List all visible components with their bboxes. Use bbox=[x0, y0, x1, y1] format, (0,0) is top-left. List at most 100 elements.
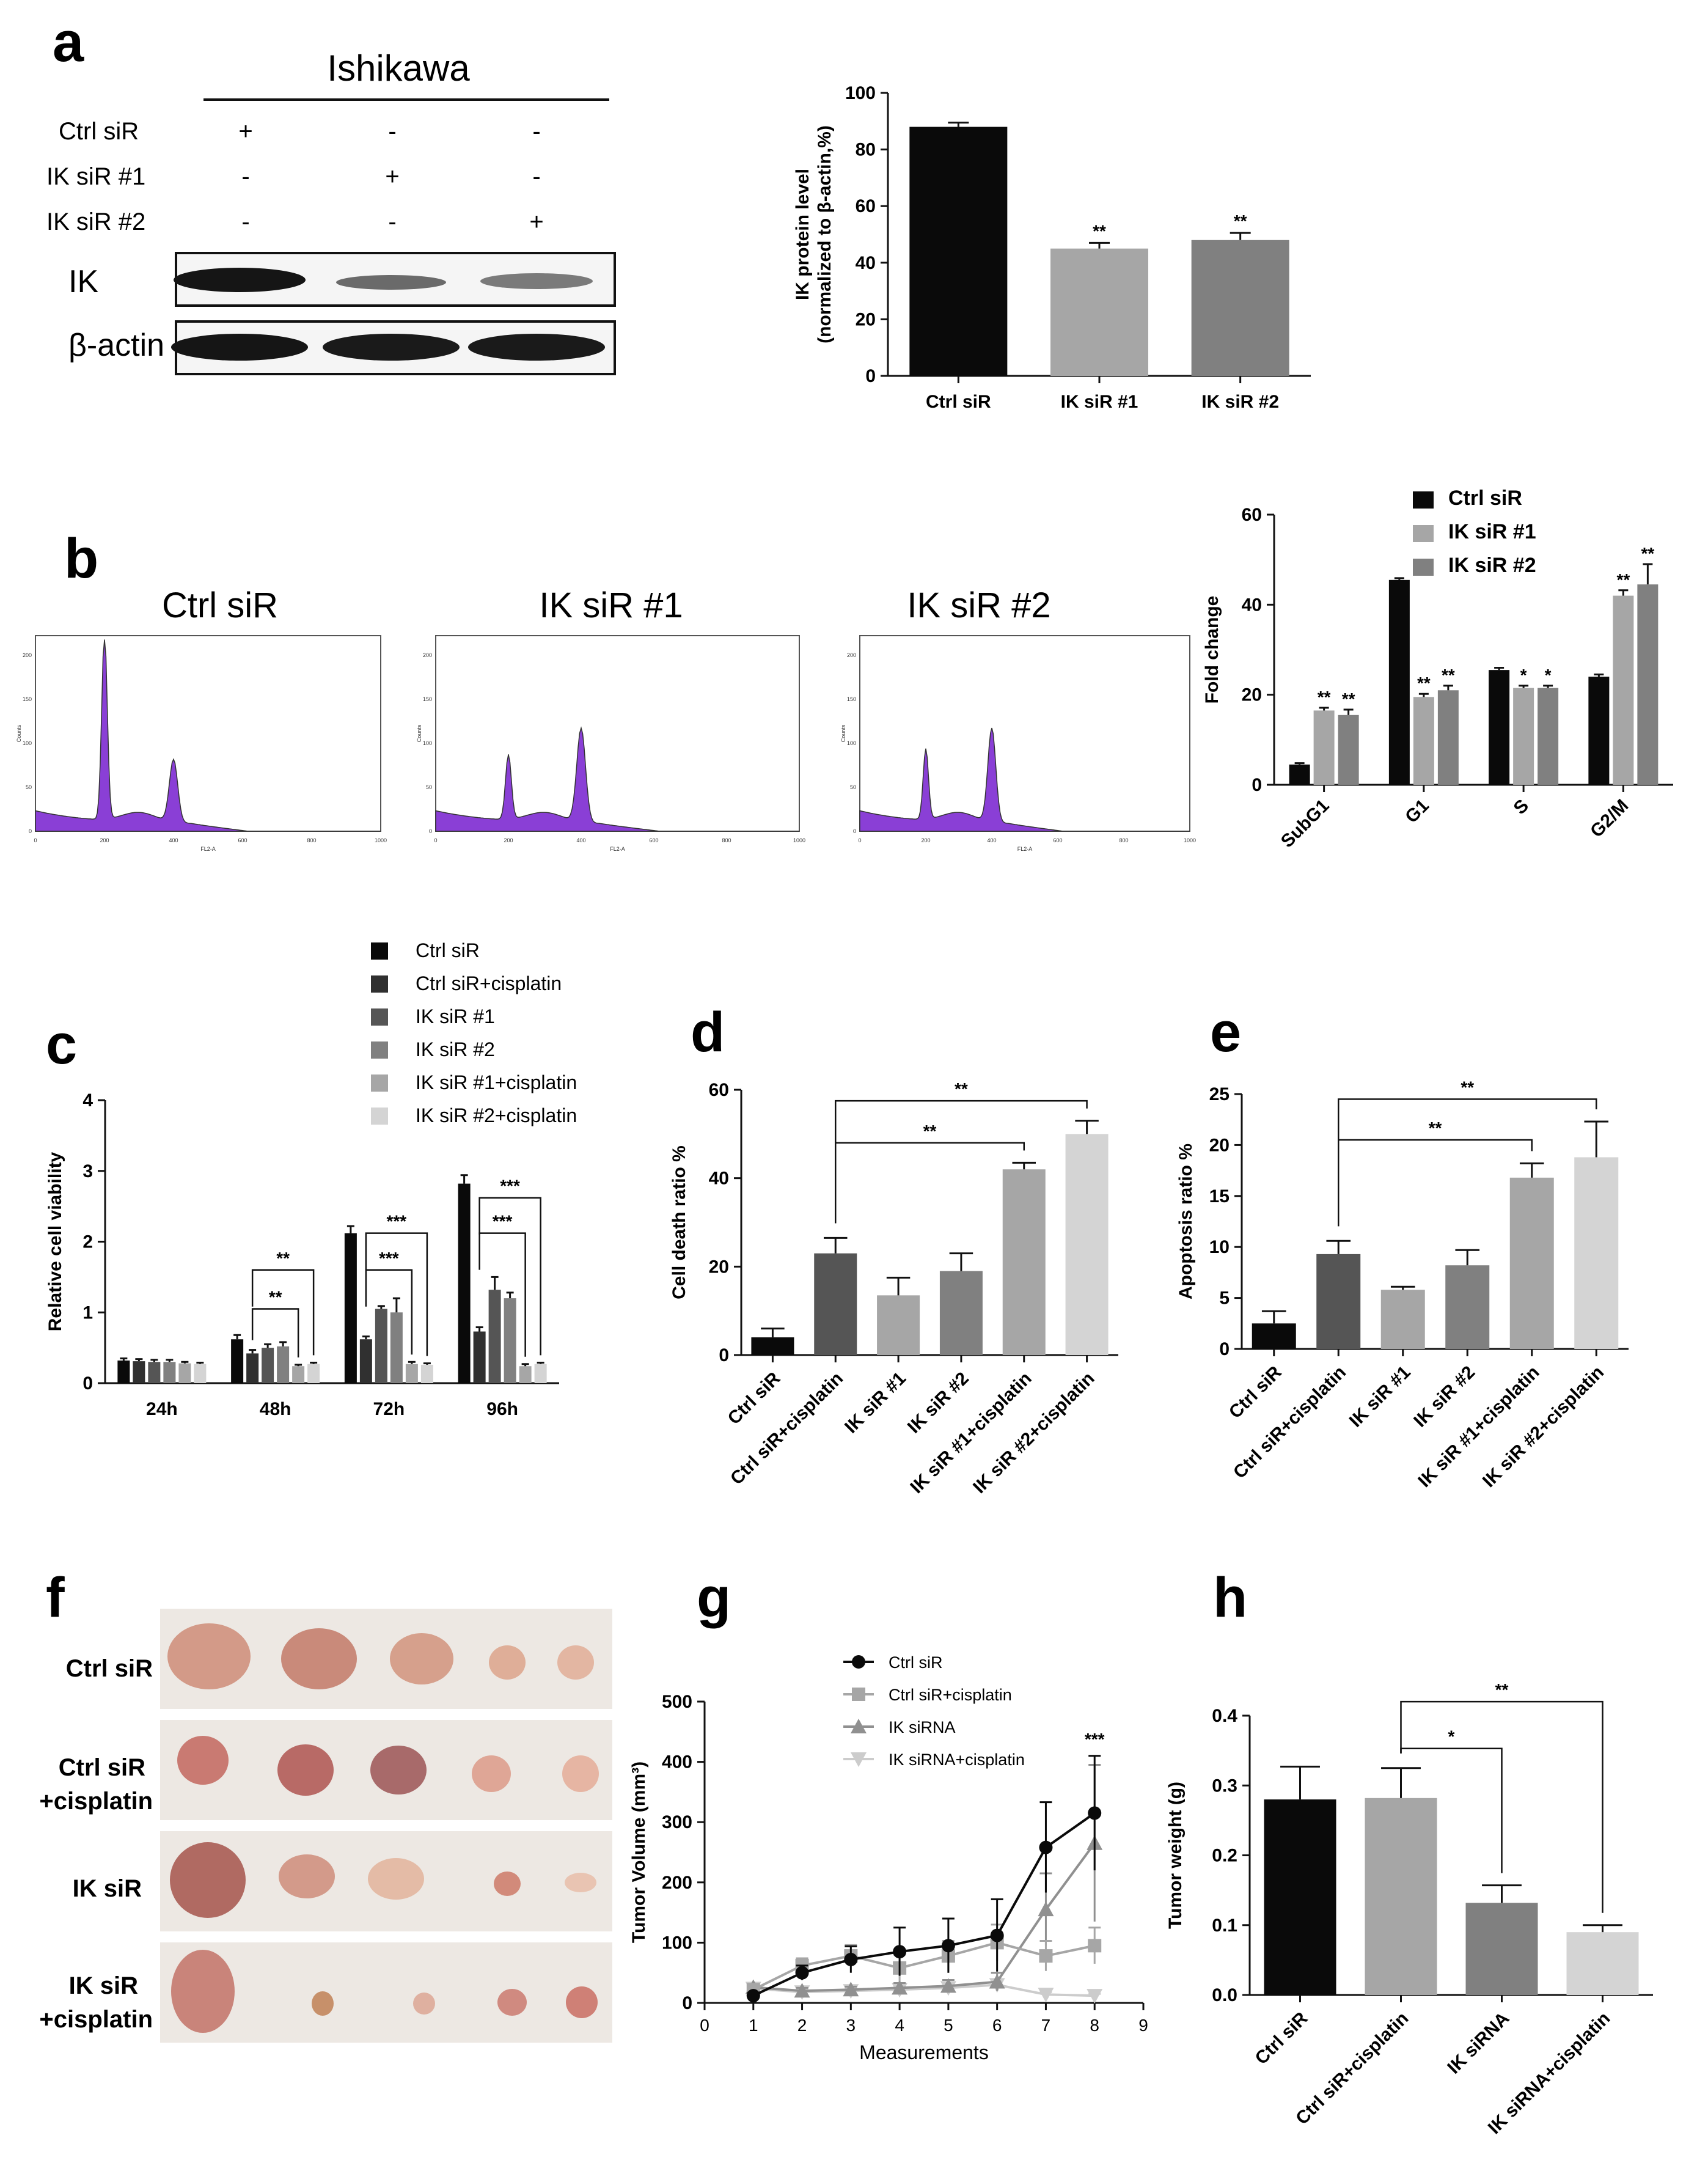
g-x-axis-label: Measurements bbox=[859, 2041, 989, 2063]
g-marker bbox=[1038, 1988, 1054, 2003]
c-sig-bracket bbox=[365, 1232, 428, 1356]
b-bar bbox=[1588, 677, 1610, 785]
flow-y-axis-label: Counts bbox=[416, 724, 422, 742]
h-y-tick-label: 0.4 bbox=[1212, 1706, 1237, 1726]
h-y-tick-label: 0.3 bbox=[1212, 1776, 1237, 1796]
c-bar bbox=[405, 1364, 418, 1383]
c-y-axis-label: Relative cell viability bbox=[45, 1152, 65, 1331]
blot-mark: - bbox=[388, 118, 396, 145]
flow-y-tick-label: 150 bbox=[23, 696, 32, 702]
tumor-photos: Ctrl siR Ctrl siR +cisplatin IK siR IK s… bbox=[39, 1609, 612, 2043]
flow-title: Ctrl siR bbox=[162, 586, 278, 625]
tumor-row-label: Ctrl siR bbox=[66, 1655, 153, 1682]
e-sig-bracket bbox=[1338, 1139, 1533, 1227]
c-bar bbox=[359, 1339, 372, 1383]
chart-c: 0 1 2 3 4 Relative cell viability 24h 48h 72h 96h… bbox=[45, 939, 577, 1419]
blot-band bbox=[336, 275, 446, 290]
flow-x-tick-label: 400 bbox=[576, 837, 585, 843]
c-y-tick-label: 0 bbox=[82, 1373, 93, 1394]
c-legend-swatch bbox=[371, 942, 388, 960]
g-y-tick-label: 500 bbox=[662, 1692, 692, 1712]
h-category-label: IK siRNA bbox=[1443, 2008, 1513, 2078]
g-x-tick-label: 5 bbox=[944, 2016, 953, 2035]
e-sig-label: ** bbox=[1429, 1119, 1442, 1137]
c-sig-label: *** bbox=[500, 1177, 520, 1196]
g-series-line bbox=[752, 1941, 1095, 1991]
flow-y-tick-label: 100 bbox=[423, 740, 432, 746]
h-bar bbox=[1264, 1799, 1336, 1995]
g-marker bbox=[1088, 1806, 1102, 1820]
g-legend-label: Ctrl siR bbox=[889, 1653, 943, 1672]
e-y-tick-label: 15 bbox=[1209, 1186, 1230, 1207]
c-legend-label: IK siR #1 bbox=[416, 1005, 495, 1027]
b-bar bbox=[1313, 710, 1335, 785]
flow-x-axis-label: FL2-A bbox=[200, 846, 216, 852]
d-category-label: IK siR #2+cisplatin bbox=[969, 1368, 1098, 1497]
h-bar bbox=[1465, 1903, 1538, 1995]
c-bar bbox=[473, 1331, 486, 1383]
g-marker bbox=[940, 1978, 956, 1993]
tumor-row-label: +cisplatin bbox=[39, 2006, 153, 2033]
c-bar bbox=[231, 1339, 244, 1383]
e-y-tick-label: 5 bbox=[1219, 1288, 1230, 1309]
b-bar bbox=[1538, 688, 1559, 785]
g-marker bbox=[852, 1688, 865, 1701]
b-legend-swatch bbox=[1413, 559, 1434, 576]
c-sig-label: *** bbox=[379, 1249, 399, 1268]
g-marker bbox=[989, 1974, 1005, 1989]
blot-mark: - bbox=[532, 163, 540, 190]
tumor bbox=[472, 1755, 511, 1792]
blot-band bbox=[468, 334, 605, 361]
g-marker bbox=[1087, 1989, 1103, 2004]
g-x-tick-label: 8 bbox=[1090, 2016, 1099, 2035]
tumor bbox=[497, 1989, 527, 2016]
c-legend-swatch bbox=[371, 975, 388, 993]
a-sig-label: ** bbox=[1093, 221, 1106, 240]
e-bar bbox=[1574, 1157, 1619, 1349]
d-sig-bracket bbox=[835, 1142, 1025, 1224]
panel-label-h: h bbox=[1213, 1567, 1247, 1629]
flow-histogram: 0 200 400 600 800 1000 0 50 100 150 200 FL2-A Counts bbox=[840, 635, 1196, 852]
b-bar bbox=[1613, 595, 1634, 785]
c-bar bbox=[148, 1362, 161, 1383]
c-y-tick-label: 2 bbox=[82, 1232, 93, 1252]
b-y-tick-label: 40 bbox=[1242, 595, 1262, 615]
flow-x-tick-label: 600 bbox=[649, 837, 658, 843]
flow-y-tick-label: 200 bbox=[847, 652, 856, 658]
panel-label-b: b bbox=[64, 527, 98, 590]
blot-band-label: IK bbox=[68, 264, 98, 299]
b-legend-label: Ctrl siR bbox=[1448, 487, 1522, 510]
g-marker bbox=[852, 1655, 865, 1669]
g-marker bbox=[1039, 1949, 1053, 1963]
d-sig-label: ** bbox=[923, 1122, 937, 1141]
b-bar bbox=[1289, 764, 1310, 785]
a-y-tick-label: 40 bbox=[856, 253, 876, 273]
c-bar bbox=[163, 1362, 176, 1383]
h-y-axis-label: Tumor weight (g) bbox=[1165, 1782, 1186, 1929]
tumor bbox=[277, 1744, 334, 1796]
c-bar bbox=[375, 1309, 387, 1383]
d-bar bbox=[939, 1271, 983, 1355]
a-y-tick-label: 100 bbox=[845, 83, 876, 103]
b-y-axis-label: Fold change bbox=[1202, 596, 1222, 704]
d-bar bbox=[1002, 1169, 1046, 1355]
c-bar bbox=[458, 1183, 471, 1383]
blot-mark: + bbox=[529, 208, 543, 235]
tumor-row-label: IK siR bbox=[73, 1875, 142, 1902]
g-marker bbox=[843, 1982, 859, 1997]
panel-label-a: a bbox=[53, 11, 84, 73]
a-y-tick-label: 0 bbox=[865, 366, 876, 386]
flow-x-tick-label: 0 bbox=[858, 837, 861, 843]
flow-x-axis-label: FL2-A bbox=[1017, 846, 1033, 852]
blot-band bbox=[174, 268, 306, 292]
flow-y-tick-label: 150 bbox=[847, 696, 856, 702]
c-bar bbox=[534, 1364, 547, 1383]
h-category-label: Ctrl siR+cisplatin bbox=[1292, 2008, 1412, 2129]
a-bar bbox=[1050, 248, 1148, 376]
g-marker bbox=[893, 1945, 907, 1959]
flow-y-tick-label: 100 bbox=[23, 740, 32, 746]
g-y-tick-label: 400 bbox=[662, 1752, 692, 1772]
a-y-axis-label: (normalized to β-actin,%) bbox=[815, 125, 835, 343]
